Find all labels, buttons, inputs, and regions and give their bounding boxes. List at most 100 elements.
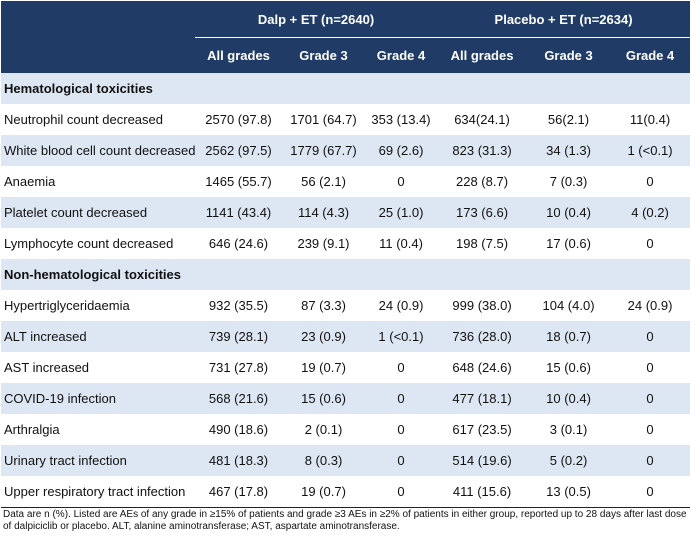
table-row: COVID-19 infection 568 (21.6) 15 (0.6) 0… — [1, 383, 691, 414]
cell-placebo-grade-3: 7 (0.3) — [549, 174, 588, 189]
cell-dalp-all-grades: 467 (17.8) — [195, 476, 282, 508]
cell-placebo-all-grades: 198 (7.5) — [456, 236, 509, 251]
cell-placebo-grade-3: 13 (0.5) — [527, 476, 611, 508]
cell-placebo-all-grades: 823 (31.3) — [437, 135, 528, 166]
cell-dalp-grade-3: 2 (0.1) — [304, 422, 343, 437]
cell-placebo-grade-4: 0 — [646, 236, 654, 251]
cell-dalp-grade-3: 19 (0.7) — [301, 360, 346, 375]
table-row: Urinary tract infection 481 (18.3) 8 (0.… — [1, 445, 691, 476]
row-label: Anaemia — [4, 174, 56, 189]
group-header-dalp: Dalp + ET (n=2640) — [195, 1, 438, 38]
table-row: Upper respiratory tract infection 467 (1… — [1, 476, 691, 508]
cell-placebo-all-grades: 736 (28.0) — [437, 321, 528, 352]
row-label: Platelet count decreased — [1, 197, 195, 228]
cell-placebo-grade-3: 56(2.1) — [547, 112, 590, 127]
row-label: COVID-19 infection — [1, 383, 195, 414]
header-blank-cell — [1, 37, 195, 73]
cell-dalp-grade-4: 0 — [397, 422, 405, 437]
cell-dalp-grade-3: 8 (0.3) — [282, 445, 365, 476]
cell-placebo-grade-3: 34 (1.3) — [527, 135, 611, 166]
table-row: ALT increased 739 (28.1) 23 (0.9) 1 (<0.… — [1, 321, 691, 352]
cell-dalp-all-grades: 932 (35.5) — [208, 298, 269, 313]
cell-placebo-all-grades: 634(24.1) — [454, 112, 510, 127]
cell-placebo-grade-4: 0 — [610, 476, 691, 508]
cell-placebo-all-grades: 411 (15.6) — [437, 476, 528, 508]
cell-placebo-grade-3: 10 (0.4) — [527, 383, 611, 414]
table-row: Anaemia 1465 (55.7) 56 (2.1) 0 228 (8.7)… — [1, 166, 690, 197]
cell-placebo-grade-4: 0 — [646, 360, 654, 375]
cell-dalp-grade-3: 1779 (67.7) — [282, 135, 365, 166]
cell-dalp-all-grades: 731 (27.8) — [208, 360, 269, 375]
column-header-dalp-grade-4: Grade 4 — [365, 37, 438, 73]
cell-dalp-grade-4: 24 (0.9) — [378, 298, 424, 313]
cell-dalp-grade-3: 114 (4.3) — [282, 197, 365, 228]
section-title-non-hematological: Non-hematological toxicities — [1, 259, 691, 290]
cell-dalp-all-grades: 1141 (43.4) — [195, 197, 282, 228]
cell-dalp-grade-4: 11 (0.4) — [379, 236, 423, 251]
cell-dalp-all-grades: 646 (24.6) — [208, 236, 269, 251]
cell-placebo-grade-4: 0 — [610, 445, 691, 476]
cell-placebo-grade-4: 0 — [646, 422, 654, 437]
table-row: White blood cell count decreased 2562 (9… — [1, 135, 691, 166]
section-title-hematological: Hematological toxicities — [1, 73, 691, 104]
table-row: Platelet count decreased 1141 (43.4) 114… — [1, 197, 691, 228]
group-header-row: Dalp + ET (n=2640) Placebo + ET (n=2634) — [1, 1, 691, 38]
group-header-placebo: Placebo + ET (n=2634) — [437, 1, 691, 38]
table-footnote: Data are n (%). Listed are AEs of any gr… — [3, 509, 687, 532]
cell-dalp-grade-4: 69 (2.6) — [365, 135, 438, 166]
cell-placebo-grade-4: 11(0.4) — [629, 112, 671, 127]
cell-dalp-all-grades: 568 (21.6) — [195, 383, 282, 414]
section-header-row: Hematological toxicities — [1, 73, 691, 104]
cell-dalp-grade-4: 1 (<0.1) — [365, 321, 438, 352]
cell-dalp-grade-3: 239 (9.1) — [297, 236, 350, 251]
cell-dalp-all-grades: 2570 (97.8) — [205, 112, 272, 127]
row-label: ALT increased — [1, 321, 195, 352]
cell-placebo-grade-4: 1 (<0.1) — [610, 135, 691, 166]
cell-dalp-grade-3: 87 (3.3) — [301, 298, 346, 313]
row-label: Neutrophil count decreased — [4, 112, 163, 127]
cell-placebo-grade-4: 0 — [646, 174, 654, 189]
row-label: Arthralgia — [4, 422, 60, 437]
cell-dalp-grade-3: 15 (0.6) — [282, 383, 365, 414]
cell-placebo-grade-3: 5 (0.2) — [527, 445, 611, 476]
header-blank-cell — [1, 1, 195, 38]
cell-placebo-all-grades: 514 (19.6) — [437, 445, 528, 476]
cell-placebo-grade-3: 18 (0.7) — [527, 321, 611, 352]
table-row: Arthralgia 490 (18.6) 2 (0.1) 0 617 (23.… — [1, 414, 690, 445]
section-header-row: Non-hematological toxicities — [1, 259, 691, 290]
column-header-dalp-all-grades: All grades — [195, 37, 282, 73]
cell-placebo-all-grades: 173 (6.6) — [437, 197, 528, 228]
row-label: White blood cell count decreased — [1, 135, 196, 166]
cell-dalp-grade-4: 25 (1.0) — [365, 197, 438, 228]
cell-dalp-grade-4: 0 — [365, 445, 438, 476]
cell-placebo-all-grades: 999 (38.0) — [452, 298, 512, 313]
column-header-row: All grades Grade 3 Grade 4 All grades Gr… — [1, 37, 691, 73]
cell-placebo-all-grades: 617 (23.5) — [452, 422, 512, 437]
cell-dalp-grade-4: 0 — [397, 360, 405, 375]
column-header-placebo-grade-4: Grade 4 — [610, 37, 691, 73]
cell-dalp-grade-3: 19 (0.7) — [282, 476, 365, 508]
cell-dalp-all-grades: 1465 (55.7) — [205, 174, 272, 189]
table-row: Neutrophil count decreased 2570 (97.8) 1… — [1, 104, 690, 135]
cell-placebo-grade-3: 3 (0.1) — [549, 422, 588, 437]
table-row: AST increased 731 (27.8) 19 (0.7) 0 648 … — [1, 352, 690, 383]
cell-dalp-all-grades: 739 (28.1) — [195, 321, 282, 352]
cell-placebo-all-grades: 648 (24.6) — [452, 360, 512, 375]
cell-dalp-all-grades: 2562 (97.5) — [195, 135, 282, 166]
cell-dalp-grade-3: 1701 (64.7) — [290, 112, 357, 127]
cell-placebo-grade-4: 24 (0.9) — [627, 298, 673, 313]
cell-dalp-grade-4: 353 (13.4) — [371, 112, 431, 127]
cell-placebo-grade-3: 15 (0.6) — [546, 360, 591, 375]
cell-placebo-grade-4: 4 (0.2) — [610, 197, 691, 228]
column-header-placebo-all-grades: All grades — [437, 37, 528, 73]
cell-placebo-grade-3: 104 (4.0) — [542, 298, 595, 313]
cell-dalp-all-grades: 481 (18.3) — [195, 445, 282, 476]
cell-dalp-grade-4: 0 — [365, 476, 438, 508]
column-header-dalp-grade-3: Grade 3 — [282, 37, 365, 73]
row-label: Hypertriglyceridaemia — [4, 298, 130, 313]
table-row: Lymphocyte count decreased 646 (24.6) 23… — [1, 228, 690, 259]
cell-placebo-all-grades: 477 (18.1) — [437, 383, 528, 414]
row-label: Urinary tract infection — [1, 445, 195, 476]
table-row: Hypertriglyceridaemia 932 (35.5) 87 (3.3… — [1, 290, 690, 321]
